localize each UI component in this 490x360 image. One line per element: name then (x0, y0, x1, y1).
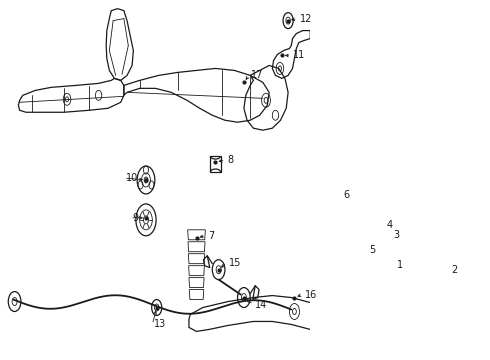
Text: 13: 13 (154, 319, 167, 329)
Text: 17: 17 (251, 71, 263, 80)
Text: 12: 12 (299, 14, 312, 24)
Text: 1: 1 (397, 260, 404, 270)
Circle shape (437, 266, 442, 274)
Text: 9: 9 (132, 213, 138, 223)
Circle shape (144, 177, 148, 183)
Text: 11: 11 (293, 50, 305, 60)
Text: 2: 2 (451, 265, 457, 275)
Text: 4: 4 (387, 220, 393, 230)
Text: 10: 10 (126, 173, 138, 183)
Text: 3: 3 (393, 230, 399, 240)
Text: 8: 8 (227, 155, 234, 165)
Text: 6: 6 (343, 190, 350, 200)
Text: 5: 5 (369, 245, 375, 255)
Text: 16: 16 (305, 289, 317, 300)
Text: 14: 14 (255, 300, 268, 310)
Text: 7: 7 (208, 231, 214, 241)
Text: 15: 15 (229, 258, 241, 268)
